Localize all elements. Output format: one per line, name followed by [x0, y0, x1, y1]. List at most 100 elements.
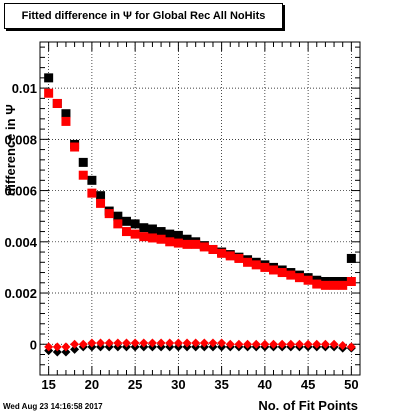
- data-point-diamond: [294, 339, 304, 349]
- data-point-diamond: [61, 347, 71, 357]
- data-point-square: [113, 211, 123, 221]
- data-point-diamond: [346, 342, 356, 352]
- data-point-diamond: [260, 339, 270, 349]
- data-point-diamond: [320, 339, 330, 349]
- data-point-square: [96, 191, 106, 201]
- data-point-diamond: [329, 339, 339, 349]
- x-tick-label: 40: [258, 377, 272, 392]
- data-point-square: [165, 229, 175, 239]
- data-point-square: [96, 198, 106, 208]
- data-point-square: [199, 242, 209, 252]
- y-tick-label: 0.008: [4, 132, 37, 147]
- x-tick-label: 35: [214, 377, 228, 392]
- data-point-square: [147, 224, 157, 234]
- data-point-diamond: [217, 338, 227, 348]
- data-point-diamond: [277, 339, 287, 349]
- data-point-square: [243, 257, 253, 267]
- data-point-diamond: [286, 339, 296, 349]
- data-point-diamond: [139, 338, 149, 348]
- data-point-diamond: [191, 338, 201, 348]
- chart-title-box: Fitted difference in Ψ for Global Rec Al…: [4, 3, 283, 29]
- data-point-diamond: [182, 338, 192, 348]
- x-tick-label: 25: [128, 377, 142, 392]
- data-point-diamond: [156, 338, 166, 348]
- data-point-square: [78, 170, 88, 180]
- axis-ticks: [39, 42, 361, 376]
- data-point-square: [225, 251, 235, 261]
- data-point-square: [303, 275, 313, 285]
- x-tick-label: 30: [171, 377, 185, 392]
- x-tick-label: 15: [41, 377, 55, 392]
- data-point-diamond: [78, 339, 88, 349]
- data-point-square: [156, 234, 166, 244]
- y-tick-label: 0.006: [4, 184, 37, 199]
- y-axis-label: difference in Ψ: [3, 104, 18, 195]
- data-point-square: [208, 244, 218, 254]
- data-point-square: [139, 232, 149, 242]
- data-point-diamond: [338, 341, 348, 351]
- data-point-diamond: [173, 338, 183, 348]
- data-point-diamond: [61, 342, 71, 352]
- data-point-square: [130, 229, 140, 239]
- data-point-square: [338, 280, 348, 290]
- y-tick-labels: 0 0.002 0.004 0.006 0.008 0.01: [4, 81, 37, 352]
- data-point-diamond: [243, 339, 253, 349]
- data-point-square: [52, 98, 62, 108]
- data-point-diamond: [269, 339, 279, 349]
- data-point-square: [61, 109, 71, 119]
- data-point-square: [346, 253, 356, 263]
- data-point-square: [286, 270, 296, 280]
- data-point-diamond: [70, 339, 80, 349]
- data-point-square: [104, 209, 114, 219]
- data-point-diamond: [104, 338, 114, 348]
- data-point-square: [277, 268, 287, 278]
- data-point-square: [234, 253, 244, 263]
- data-point-square: [44, 88, 54, 98]
- data-point-diamond: [312, 339, 322, 349]
- data-point-diamond: [165, 338, 175, 348]
- data-point-square: [165, 237, 175, 247]
- data-point-square: [320, 280, 330, 290]
- data-point-diamond: [303, 339, 313, 349]
- x-tick-labels: 15 20 25 30 35 40 45 50: [41, 377, 358, 392]
- data-point-square: [251, 260, 261, 270]
- data-point-diamond: [96, 338, 106, 348]
- data-point-square: [87, 188, 97, 198]
- data-point-square: [312, 279, 322, 289]
- data-point-diamond: [121, 338, 131, 348]
- data-point-diamond: [130, 338, 140, 348]
- chart-title: Fitted difference in Ψ for Global Rec Al…: [21, 10, 266, 22]
- data-point-square: [182, 234, 192, 244]
- data-point-diamond: [52, 347, 62, 357]
- data-point-square: [78, 157, 88, 167]
- x-axis-label: No. of Fit Points: [258, 398, 358, 413]
- x-tick-label: 20: [85, 377, 99, 392]
- data-point-diamond: [147, 338, 157, 348]
- data-point-square: [130, 219, 140, 229]
- data-point-diamond: [225, 339, 235, 349]
- data-point-square: [70, 142, 80, 152]
- data-point-square: [61, 116, 71, 126]
- data-point-square: [156, 227, 166, 237]
- data-point-diamond: [70, 344, 80, 354]
- data-point-square: [121, 227, 131, 237]
- data-point-square: [269, 265, 279, 275]
- gridlines: [40, 42, 360, 375]
- data-point-diamond: [44, 342, 54, 352]
- data-point-diamond: [251, 339, 261, 349]
- y-tick-label: 0: [30, 337, 37, 352]
- data-point-square: [191, 239, 201, 249]
- data-point-diamond: [199, 338, 209, 348]
- data-point-square: [113, 219, 123, 229]
- plot-frame: [39, 41, 361, 376]
- data-point-square: [182, 239, 192, 249]
- data-point-square: [217, 248, 227, 258]
- data-point-square: [121, 216, 131, 226]
- data-point-square: [139, 223, 149, 233]
- data-point-diamond: [87, 338, 97, 348]
- y-tick-label: 0.004: [4, 235, 37, 250]
- x-tick-label: 45: [301, 377, 315, 392]
- data-point-diamond: [52, 342, 62, 352]
- data-point-square: [147, 233, 157, 243]
- data-point-diamond: [208, 338, 218, 348]
